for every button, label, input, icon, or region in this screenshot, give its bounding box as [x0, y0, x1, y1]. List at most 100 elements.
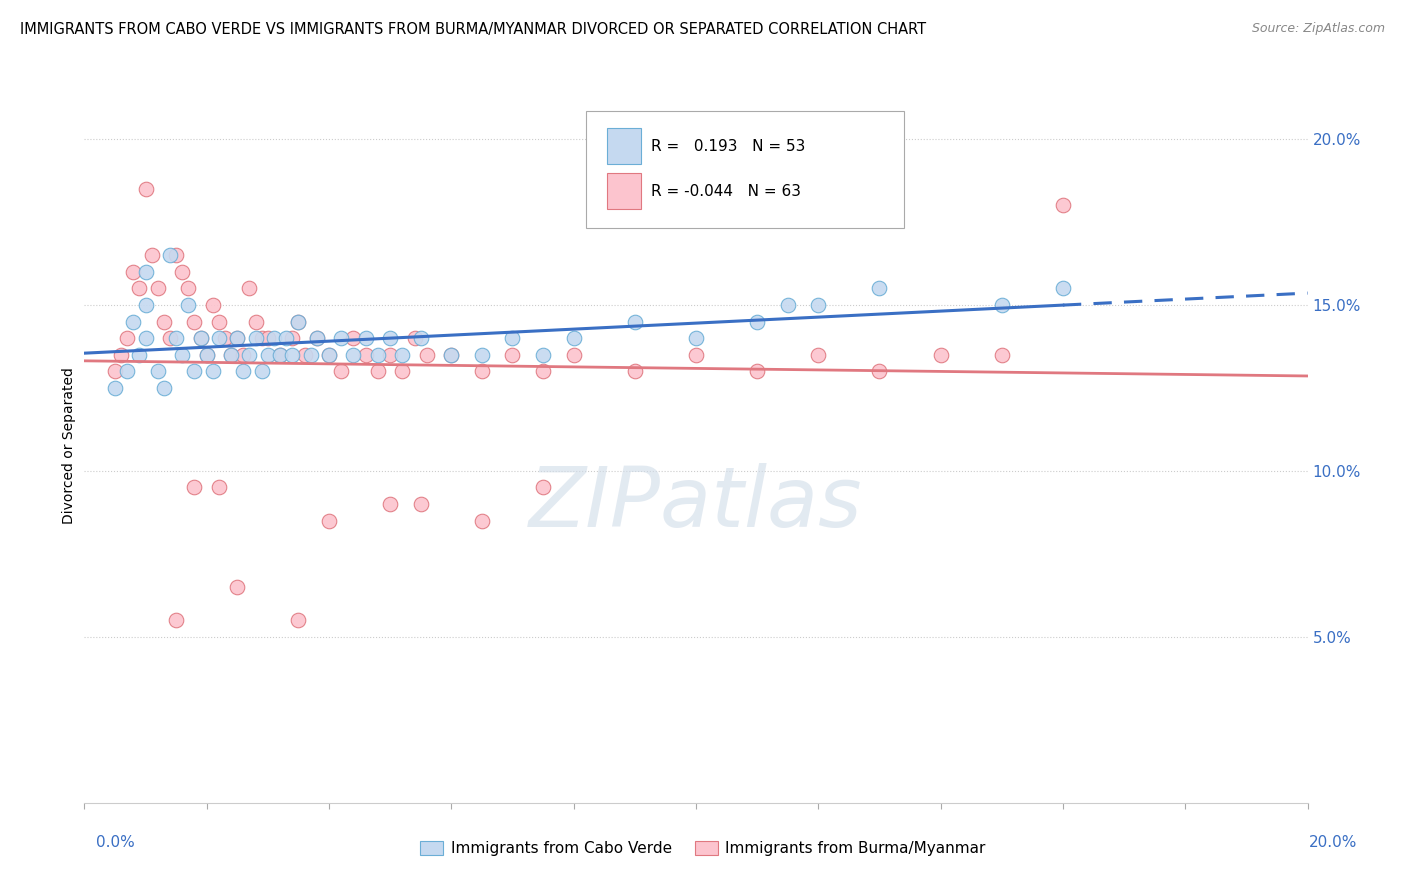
Point	[1052, 198, 1074, 212]
Point	[330, 331, 353, 345]
Point	[232, 348, 254, 362]
Point	[146, 364, 169, 378]
Point	[177, 281, 200, 295]
Point	[1052, 281, 1074, 295]
Point	[471, 514, 494, 528]
Point	[263, 331, 285, 345]
Point	[991, 348, 1014, 362]
Point	[409, 497, 432, 511]
Bar	[606, 128, 641, 164]
Point	[281, 348, 304, 362]
Point	[409, 331, 432, 345]
Point	[208, 481, 231, 495]
Point	[190, 331, 212, 345]
Point	[135, 265, 157, 279]
Text: R = -0.044   N = 63: R = -0.044 N = 63	[651, 184, 800, 199]
Point	[287, 613, 309, 627]
Point	[238, 281, 260, 295]
Point	[153, 314, 176, 328]
Point	[245, 331, 267, 345]
Point	[257, 348, 280, 362]
Point	[214, 331, 236, 345]
Point	[471, 364, 494, 378]
Point	[115, 364, 138, 378]
Point	[281, 331, 304, 345]
Point	[183, 481, 205, 495]
Point	[172, 348, 194, 362]
Text: 20.0%: 20.0%	[1309, 836, 1357, 850]
Point	[276, 331, 298, 345]
Point	[172, 265, 194, 279]
Point	[305, 331, 328, 345]
Point	[299, 348, 322, 362]
Point	[318, 514, 340, 528]
Point	[165, 331, 187, 345]
Point	[232, 364, 254, 378]
Point	[330, 364, 353, 378]
Point	[929, 348, 952, 362]
Point	[135, 298, 157, 312]
Point	[250, 331, 273, 345]
Point	[115, 331, 138, 345]
Point	[190, 331, 212, 345]
FancyBboxPatch shape	[586, 111, 904, 228]
Point	[531, 481, 554, 495]
Point	[380, 331, 402, 345]
Point	[318, 348, 340, 362]
Point	[391, 364, 413, 378]
Point	[562, 331, 585, 345]
Point	[380, 497, 402, 511]
Point	[165, 248, 187, 262]
Point	[226, 331, 249, 345]
Point	[502, 348, 524, 362]
Point	[747, 314, 769, 328]
Point	[135, 182, 157, 196]
Point	[562, 348, 585, 362]
Point	[177, 298, 200, 312]
Point	[367, 348, 389, 362]
Point	[226, 580, 249, 594]
Point	[219, 348, 242, 362]
Point	[342, 348, 364, 362]
Point	[269, 348, 291, 362]
Text: IMMIGRANTS FROM CABO VERDE VS IMMIGRANTS FROM BURMA/MYANMAR DIVORCED OR SEPARATE: IMMIGRANTS FROM CABO VERDE VS IMMIGRANTS…	[20, 22, 925, 37]
Point	[201, 298, 224, 312]
Point	[159, 331, 181, 345]
Point	[153, 381, 176, 395]
Point	[391, 348, 413, 362]
Point	[104, 364, 127, 378]
Point	[219, 348, 242, 362]
Point	[807, 298, 830, 312]
Bar	[606, 173, 641, 209]
Text: Source: ZipAtlas.com: Source: ZipAtlas.com	[1251, 22, 1385, 36]
Point	[287, 314, 309, 328]
Point	[183, 314, 205, 328]
Point	[354, 331, 377, 345]
Legend: Immigrants from Cabo Verde, Immigrants from Burma/Myanmar: Immigrants from Cabo Verde, Immigrants f…	[415, 835, 991, 862]
Point	[416, 348, 439, 362]
Text: ZIPatlas: ZIPatlas	[529, 463, 863, 543]
Point	[776, 298, 799, 312]
Point	[367, 364, 389, 378]
Point	[208, 331, 231, 345]
Point	[250, 364, 273, 378]
Point	[685, 348, 707, 362]
Point	[807, 348, 830, 362]
Point	[531, 348, 554, 362]
Point	[135, 331, 157, 345]
Text: R =   0.193   N = 53: R = 0.193 N = 53	[651, 139, 806, 153]
Point	[269, 348, 291, 362]
Y-axis label: Divorced or Separated: Divorced or Separated	[62, 368, 76, 524]
Text: 0.0%: 0.0%	[96, 836, 135, 850]
Point	[869, 364, 891, 378]
Point	[287, 314, 309, 328]
Point	[685, 331, 707, 345]
Point	[502, 331, 524, 345]
Point	[208, 314, 231, 328]
Point	[159, 248, 181, 262]
Point	[146, 281, 169, 295]
Point	[531, 364, 554, 378]
Point	[354, 348, 377, 362]
Point	[257, 331, 280, 345]
Point	[305, 331, 328, 345]
